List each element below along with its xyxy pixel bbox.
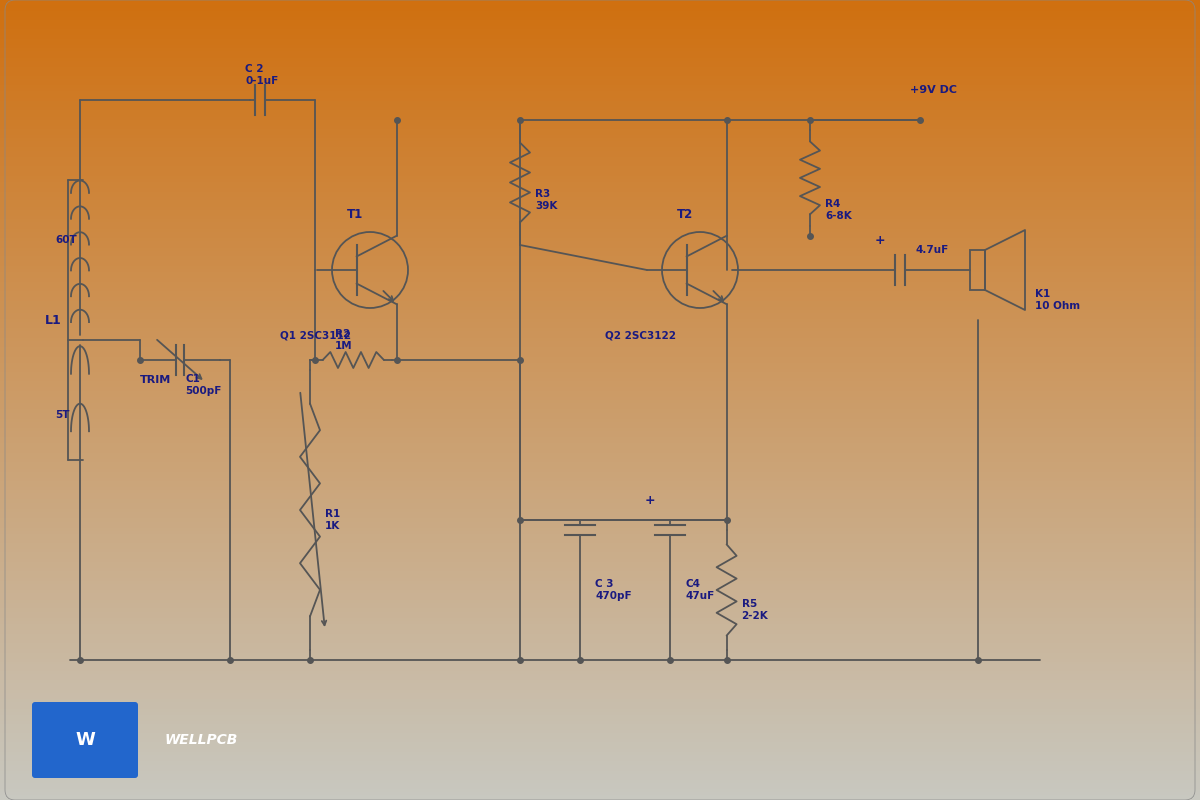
Text: T1: T1 (347, 209, 364, 222)
Text: R4
6-8K: R4 6-8K (826, 199, 852, 221)
Text: C 3
470pF: C 3 470pF (595, 579, 631, 601)
Bar (970, 250, 985, 290)
Text: TRIM: TRIM (140, 375, 172, 385)
Text: C1
500pF: C1 500pF (185, 374, 221, 396)
Text: R5
2-2K: R5 2-2K (742, 599, 768, 621)
Text: K1
10 Ohm: K1 10 Ohm (1034, 289, 1080, 310)
Text: T2: T2 (677, 209, 694, 222)
Text: WELLPCB: WELLPCB (166, 733, 239, 747)
Text: W: W (76, 731, 95, 749)
Text: +9V DC: +9V DC (910, 85, 958, 95)
Text: R1
1K: R1 1K (325, 509, 341, 531)
Text: 5T: 5T (55, 410, 70, 420)
Text: Q2 2SC3122: Q2 2SC3122 (605, 330, 676, 340)
Text: 60T: 60T (55, 235, 77, 245)
Text: R2
1M: R2 1M (335, 330, 353, 350)
Text: C 2
0-1uF: C 2 0-1uF (245, 64, 278, 86)
Text: L1: L1 (46, 314, 61, 326)
Text: +: + (875, 234, 886, 246)
Text: C4
47uF: C4 47uF (685, 579, 714, 601)
FancyBboxPatch shape (32, 702, 138, 778)
Text: 4.7uF: 4.7uF (916, 245, 948, 255)
Text: R3
39K: R3 39K (535, 190, 557, 210)
Text: +: + (646, 494, 655, 506)
Text: Q1 2SC3112: Q1 2SC3112 (280, 330, 352, 340)
